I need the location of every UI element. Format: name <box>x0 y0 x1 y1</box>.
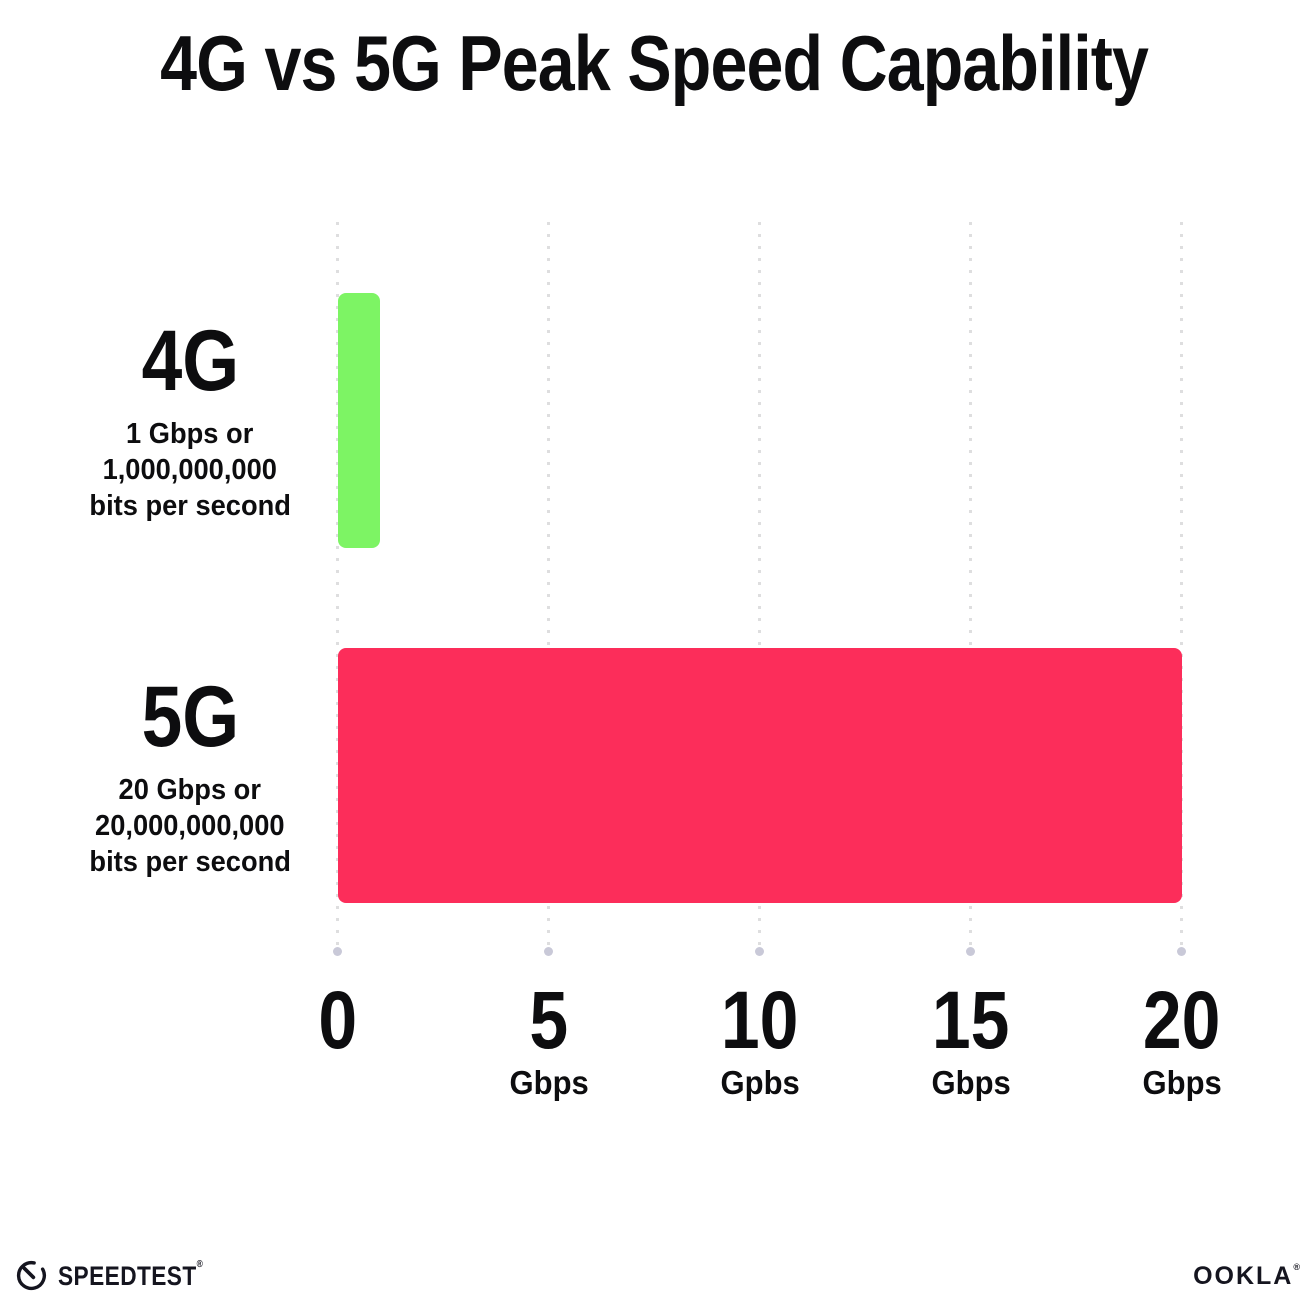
chart-title-text: 4G vs 5G Peak Speed Capability <box>160 19 1149 107</box>
x-tick-15-unit: Gbps <box>931 1064 1011 1101</box>
row-label-4g-line1: 1 Gbps or <box>126 418 254 450</box>
row-label-5g-title: 5G <box>141 669 239 765</box>
row-label-4g-title: 4G <box>141 313 239 409</box>
x-tick-0: 0 <box>218 980 458 1100</box>
row-label-5g: 5G 20 Gbps or 20,000,000,000 bits per se… <box>30 674 350 880</box>
gridline-20 <box>1180 222 1183 948</box>
row-label-5g-line1: 20 Gbps or <box>118 774 262 806</box>
gridline-0 <box>336 222 339 948</box>
x-tick-0-value: 0 <box>318 975 358 1066</box>
row-label-4g-description: 1 Gbps or 1,000,000,000 bits per second <box>30 416 350 524</box>
x-tick-20-value: 20 <box>1143 975 1221 1066</box>
gridline-10 <box>758 222 761 948</box>
gridline-5 <box>547 222 550 948</box>
x-tick-10: 10 Gpbs <box>640 980 880 1100</box>
row-label-4g-line2: 1,000,000,000 <box>102 454 278 486</box>
speedtest-gauge-icon <box>16 1260 46 1291</box>
x-tick-20: 20 Gbps <box>1062 980 1302 1100</box>
row-label-4g-line3: bits per second <box>89 490 291 522</box>
x-tick-20-unit: Gbps <box>1142 1064 1222 1101</box>
row-label-4g: 4G 1 Gbps or 1,000,000,000 bits per seco… <box>30 318 350 524</box>
x-tick-15: 15 Gbps <box>851 980 1091 1100</box>
gridline-15 <box>969 222 972 948</box>
speedtest-wordmark: SPEEDTEST® <box>58 1259 204 1291</box>
x-tick-5: 5 Gbps <box>429 980 669 1100</box>
ookla-logo: OOKLA® <box>1193 1262 1300 1291</box>
gridline-end-dot-5 <box>544 947 553 956</box>
bar-5g <box>338 648 1182 903</box>
row-label-5g-line2: 20,000,000,000 <box>95 810 285 842</box>
speedtest-logo: SPEEDTEST® <box>14 1258 231 1293</box>
speedtest-trademark: ® <box>196 1259 204 1270</box>
x-tick-10-unit: Gpbs <box>720 1064 800 1101</box>
ookla-trademark: ® <box>1293 1262 1300 1272</box>
row-label-5g-line3: bits per second <box>89 846 291 878</box>
bar-4g <box>338 293 380 548</box>
x-tick-10-value: 10 <box>721 975 799 1066</box>
chart-title: 4G vs 5G Peak Speed Capability <box>0 18 1308 109</box>
gridline-end-dot-15 <box>966 947 975 956</box>
x-tick-5-value: 5 <box>529 975 569 1066</box>
x-tick-15-value: 15 <box>932 975 1010 1066</box>
gridline-end-dot-0 <box>333 947 342 956</box>
gridline-end-dot-10 <box>755 947 764 956</box>
x-tick-5-unit: Gbps <box>509 1064 589 1101</box>
ookla-wordmark: OOKLA <box>1193 1262 1294 1290</box>
gridline-end-dot-20 <box>1177 947 1186 956</box>
row-label-5g-description: 20 Gbps or 20,000,000,000 bits per secon… <box>30 772 350 880</box>
